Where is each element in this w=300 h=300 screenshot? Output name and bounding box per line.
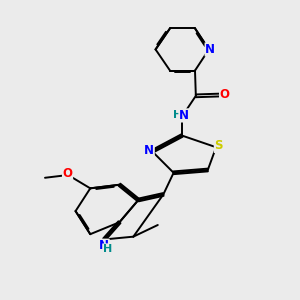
Text: O: O [63,167,73,180]
Text: N: N [205,43,215,56]
Text: H: H [173,110,182,120]
Text: N: N [144,144,154,157]
Text: H: H [103,244,112,254]
Text: S: S [214,140,223,152]
Text: N: N [179,109,189,122]
Text: N: N [99,239,109,252]
Text: O: O [220,88,230,101]
